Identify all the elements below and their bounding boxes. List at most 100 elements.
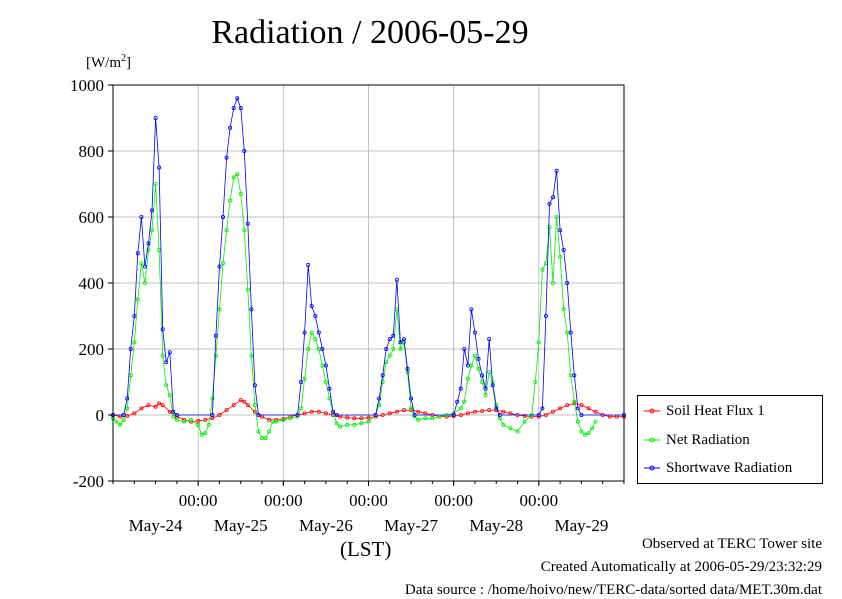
data-point	[465, 411, 470, 416]
data-point	[320, 346, 325, 351]
data-point	[242, 228, 247, 233]
data-point	[302, 411, 307, 416]
data-point	[299, 406, 304, 411]
data-point	[352, 422, 357, 427]
y-unit-superscript: 2	[121, 53, 126, 64]
data-point	[366, 415, 371, 420]
data-point	[416, 409, 421, 414]
data-point	[203, 417, 208, 422]
data-point	[593, 419, 598, 424]
data-point	[458, 386, 463, 391]
data-point	[551, 409, 556, 414]
data-point	[146, 247, 151, 252]
data-point	[558, 254, 563, 259]
data-point	[306, 262, 311, 267]
data-point	[409, 396, 414, 401]
data-point	[540, 406, 545, 411]
data-point	[480, 373, 485, 378]
data-point	[462, 346, 467, 351]
day-label: May-25	[214, 516, 268, 535]
series-line	[113, 97, 624, 416]
data-point	[462, 399, 467, 404]
data-point	[359, 421, 364, 426]
data-point	[316, 409, 321, 414]
data-point	[387, 353, 392, 358]
data-point	[224, 228, 229, 233]
data-point	[164, 383, 169, 388]
data-point	[228, 125, 233, 130]
data-point	[551, 280, 556, 285]
y-tick-label: 400	[79, 274, 105, 293]
data-point	[409, 406, 414, 411]
data-point	[522, 413, 527, 418]
data-point	[263, 436, 268, 441]
data-point	[323, 363, 328, 368]
data-point	[522, 419, 527, 424]
day-label: May-24	[129, 516, 183, 535]
data-point	[508, 426, 513, 431]
data-point	[199, 432, 204, 437]
data-point	[345, 415, 350, 420]
data-point	[394, 409, 399, 414]
data-point	[359, 416, 364, 421]
data-point	[149, 228, 154, 233]
data-point	[160, 327, 165, 332]
data-point	[483, 393, 488, 398]
data-point	[412, 412, 417, 417]
data-point	[210, 396, 215, 401]
y-tick-label: 1000	[70, 76, 104, 95]
data-point	[224, 408, 229, 413]
data-point	[135, 297, 140, 302]
data-point	[373, 412, 378, 417]
data-point	[125, 396, 130, 401]
data-point	[497, 412, 502, 417]
data-point	[242, 148, 247, 153]
data-point	[543, 412, 548, 417]
data-point	[220, 261, 225, 266]
data-point	[565, 280, 570, 285]
data-point	[472, 353, 477, 358]
data-point	[174, 417, 179, 422]
day-label: May-29	[555, 516, 609, 535]
data-point	[153, 116, 158, 121]
data-point	[398, 340, 403, 345]
data-point	[210, 412, 215, 417]
data-point	[572, 373, 577, 378]
data-point	[231, 175, 236, 180]
data-point	[245, 403, 250, 408]
x-tick-label: 00:00	[179, 491, 218, 510]
chart-title: Radiation / 2006-05-29	[211, 14, 529, 51]
data-point	[114, 419, 119, 424]
data-point	[302, 330, 307, 335]
data-point	[181, 419, 186, 424]
data-point	[164, 360, 169, 365]
data-point	[224, 155, 229, 160]
y-tick-label: 600	[79, 208, 105, 227]
data-point	[487, 370, 492, 375]
data-point	[476, 366, 481, 371]
day-label: May-26	[299, 516, 353, 535]
data-point	[487, 408, 492, 413]
data-point	[313, 313, 318, 318]
data-point	[274, 419, 279, 424]
data-point	[299, 379, 304, 384]
data-point	[554, 168, 559, 173]
data-point	[313, 337, 318, 342]
day-label: May-28	[469, 516, 523, 535]
data-point	[469, 307, 474, 312]
data-point	[309, 409, 314, 414]
footer-created: Created Automatically at 2006-05-29/23:3…	[540, 559, 822, 575]
data-point	[167, 350, 172, 355]
data-point	[472, 330, 477, 335]
data-point	[558, 406, 563, 411]
data-point	[455, 399, 460, 404]
data-point	[572, 399, 577, 404]
data-point	[472, 409, 477, 414]
data-point	[465, 376, 470, 381]
data-point	[160, 403, 165, 408]
data-point	[579, 412, 584, 417]
data-point	[401, 337, 406, 342]
data-point	[189, 417, 194, 422]
data-point	[245, 287, 250, 292]
